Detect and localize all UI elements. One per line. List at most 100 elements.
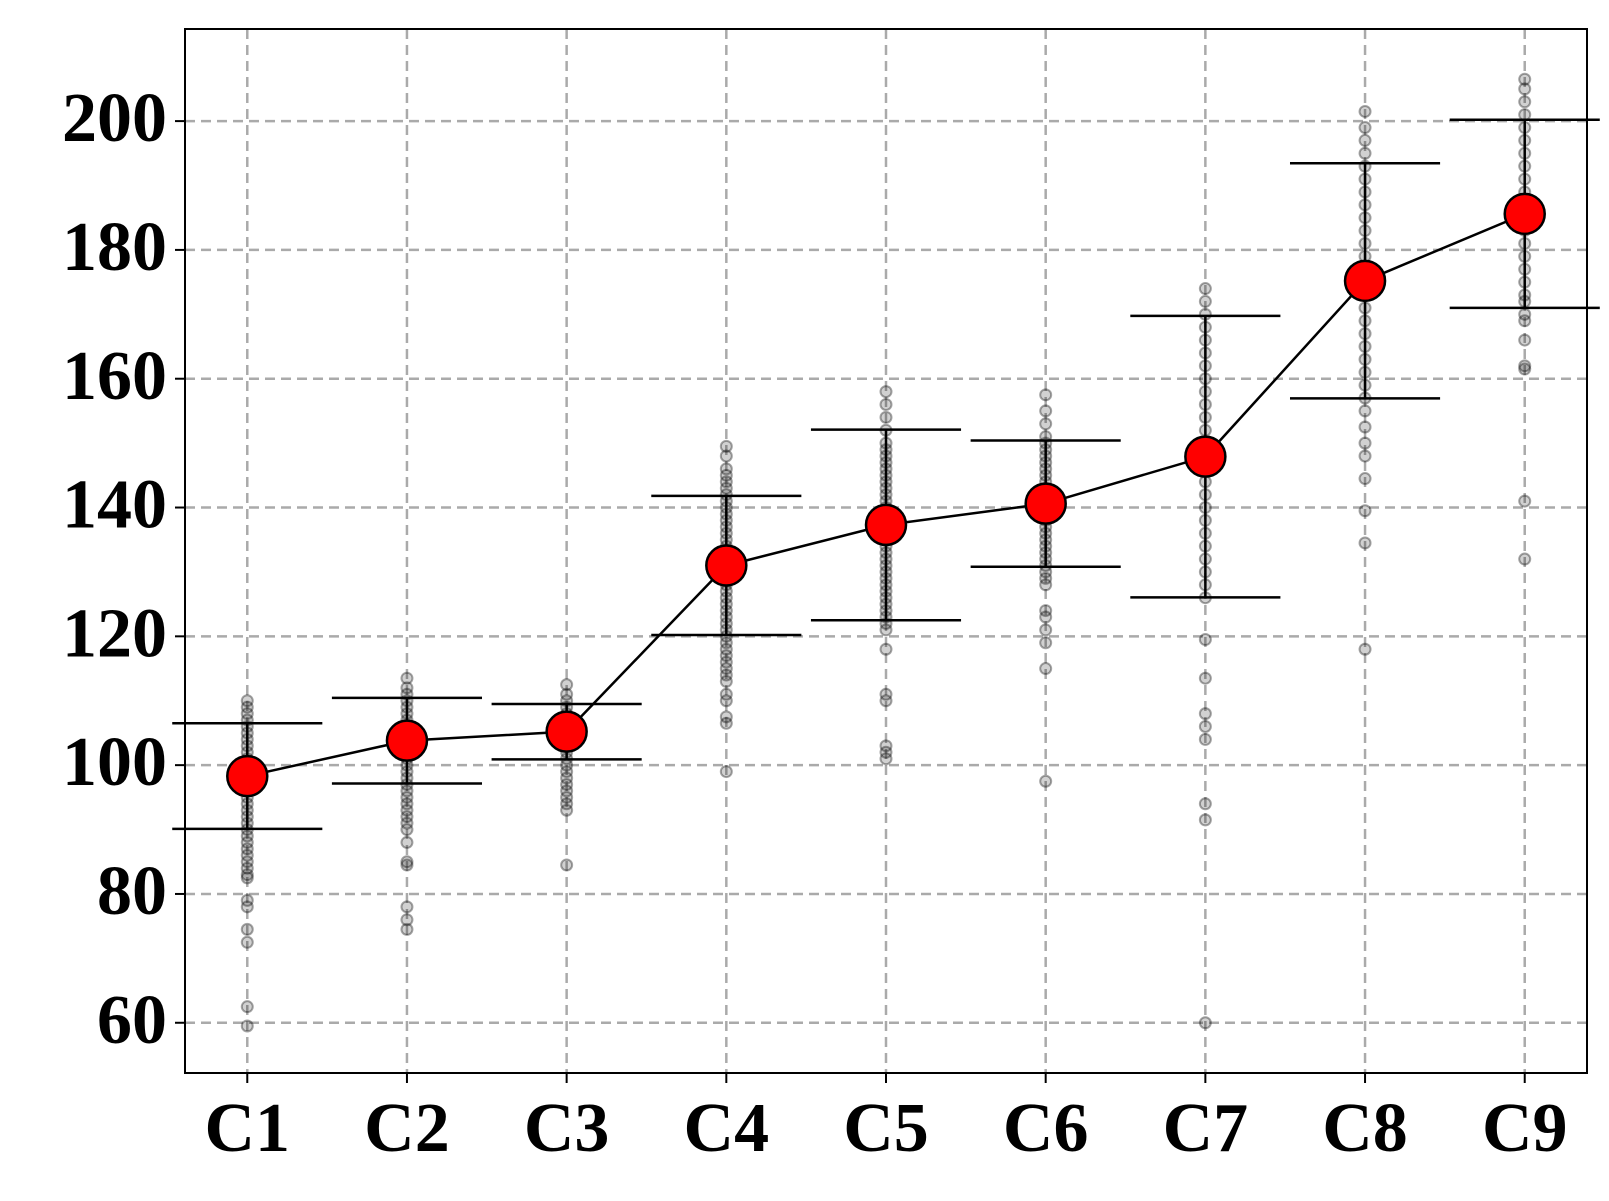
sample-point (1358, 436, 1372, 450)
sample-point (400, 913, 414, 927)
x-tick-label: C8 (1322, 1090, 1408, 1167)
sample-point (1198, 813, 1212, 827)
sample-point (240, 848, 254, 862)
sample-point (1198, 732, 1212, 746)
y-tick-label: 80 (97, 853, 167, 930)
sample-point (1039, 610, 1053, 624)
sample-point (1358, 146, 1372, 160)
sample-point (879, 623, 893, 637)
sample-point (240, 707, 254, 721)
x-tick-label: C2 (364, 1090, 450, 1167)
sample-point (560, 777, 574, 791)
sample-point (719, 449, 733, 463)
mean-marker (1184, 435, 1227, 478)
sample-point (1518, 494, 1532, 508)
sample-point (240, 829, 254, 843)
sample-point (1198, 1016, 1212, 1030)
sample-point (1358, 472, 1372, 486)
sample-point (240, 861, 254, 875)
sample-point (240, 835, 254, 849)
y-tick-label: 180 (62, 209, 167, 286)
sample-point (560, 797, 574, 811)
sample-point (240, 855, 254, 869)
sample-point (240, 1000, 254, 1014)
sample-point (1039, 636, 1053, 650)
y-tick-label: 160 (62, 338, 167, 415)
sample-point (1518, 362, 1532, 376)
sample-point (719, 642, 733, 656)
sample-point (1518, 82, 1532, 96)
sample-point (719, 668, 733, 682)
sample-point (1198, 797, 1212, 811)
sample-point (400, 823, 414, 837)
sample-point (719, 475, 733, 489)
sample-point (560, 790, 574, 804)
sample-point (1039, 662, 1053, 676)
sample-point (1358, 420, 1372, 434)
plot-frame (184, 28, 1588, 1074)
sample-point (1039, 774, 1053, 788)
sample-point (1358, 642, 1372, 656)
sample-point (719, 468, 733, 482)
mean-marker (226, 754, 269, 798)
sample-point (400, 803, 414, 817)
sample-point (1518, 333, 1532, 347)
sample-point (879, 642, 893, 656)
sample-point (1039, 388, 1053, 402)
sample-point (1518, 359, 1532, 373)
x-tick-label: C3 (524, 1090, 610, 1167)
sample-point (1358, 121, 1372, 135)
mean-marker (1024, 482, 1067, 525)
mean-marker (385, 719, 429, 762)
sample-point (879, 694, 893, 708)
sample-point (400, 790, 414, 804)
sample-point (1039, 623, 1053, 637)
x-tick-label: C7 (1163, 1090, 1249, 1167)
sample-point (1198, 633, 1212, 647)
sample-point (719, 481, 733, 495)
sample-point (240, 700, 254, 714)
sample-point (1518, 95, 1532, 109)
sample-point (1198, 282, 1212, 296)
sample-point (879, 739, 893, 753)
sample-point (400, 855, 414, 869)
sample-point (1358, 404, 1372, 418)
mean-marker (705, 544, 748, 587)
mean-marker (545, 710, 588, 753)
sample-point (560, 803, 574, 817)
sample-point (719, 694, 733, 708)
x-tick-label: C9 (1482, 1090, 1568, 1167)
x-tick-label: C5 (843, 1090, 929, 1167)
y-tick-label: 140 (62, 467, 167, 544)
mean-marker (1343, 259, 1387, 303)
sample-point (240, 900, 254, 914)
sample-point (240, 842, 254, 856)
x-tick-label: C6 (1003, 1090, 1089, 1167)
sample-point (560, 678, 574, 692)
sample-point (879, 752, 893, 766)
sample-point (1198, 294, 1212, 308)
sample-point (1039, 578, 1053, 592)
y-tick-label: 200 (62, 80, 167, 157)
sample-point (719, 439, 733, 453)
sample-point (879, 397, 893, 411)
sample-point (1358, 133, 1372, 147)
sample-point (400, 922, 414, 936)
sample-point (1198, 707, 1212, 721)
sample-point (1039, 571, 1053, 585)
sample-point (1518, 72, 1532, 86)
sample-point (879, 687, 893, 701)
sample-point (1039, 417, 1053, 431)
sample-point (560, 687, 574, 701)
sample-point (719, 710, 733, 724)
x-tick-label: C1 (204, 1090, 290, 1167)
sample-point (400, 858, 414, 872)
y-tick-label: 60 (97, 982, 167, 1059)
sample-point (240, 694, 254, 708)
sample-point (1518, 314, 1532, 328)
sample-point (719, 649, 733, 663)
sample-point (400, 810, 414, 824)
sample-point (1518, 108, 1532, 122)
